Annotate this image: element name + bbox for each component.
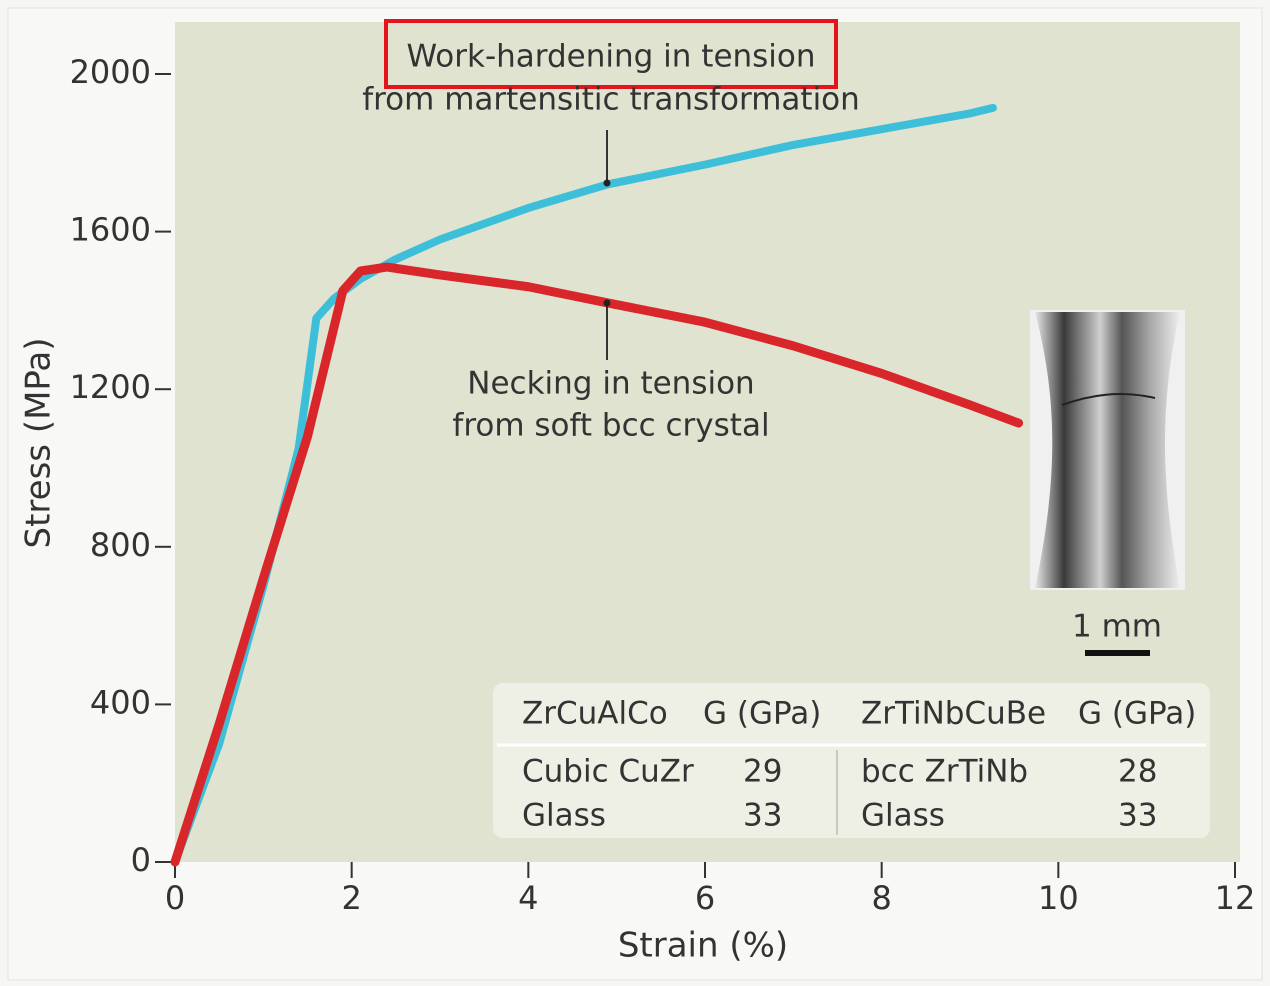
table-header: ZrCuAlCo [522,696,668,732]
table-header: ZrTiNbCuBe [861,696,1046,732]
y-tick-label: 2000 [70,53,151,91]
x-tick-label: 0 [165,879,185,917]
annotation: from soft bcc crystal [452,408,769,444]
y-tick-label: 1200 [70,368,151,406]
table-cell: Glass [861,798,945,834]
x-tick-label: 12 [1215,879,1256,917]
table-cell: 33 [1118,798,1157,834]
x-tick-label: 8 [871,879,891,917]
leader-dot [604,300,611,307]
table-cell: 33 [743,798,782,834]
chart: 0 400 800 1200 1600 2000 0 2 4 6 8 10 12 1 mm Work-h… [0,0,1270,986]
x-axis-label: Strain (%) [618,926,788,966]
x-tick-label: 10 [1038,879,1079,917]
table-header: G (GPa) [703,696,821,732]
scale-bar-label: 1 mm [1072,609,1162,645]
x-tick-label: 4 [518,879,538,917]
table-cell: Cubic CuZr [522,754,694,790]
table-header: G (GPa) [1078,696,1196,732]
table-cell: Glass [522,798,606,834]
annotation: Work-hardening in tension [406,39,815,75]
table-cell: 29 [743,754,782,790]
y-tick-label: 0 [131,841,151,879]
page: 0 400 800 1200 1600 2000 0 2 4 6 8 10 12 1 mm Work-h… [0,0,1270,986]
table-cell: bcc ZrTiNb [861,754,1028,790]
annotation: from martensitic transformation [362,82,860,118]
y-tick-label: 800 [90,526,151,564]
leader-dot [604,180,611,187]
y-tick-label: 400 [90,683,151,721]
annotation: Necking in tension [467,366,754,402]
y-tick-label: 1600 [70,211,151,249]
table-cell: 28 [1118,754,1157,790]
x-tick-label: 2 [341,879,361,917]
y-axis-label: Stress (MPa) [19,338,59,549]
x-tick-label: 6 [695,879,715,917]
specimen-photo [1035,312,1180,588]
